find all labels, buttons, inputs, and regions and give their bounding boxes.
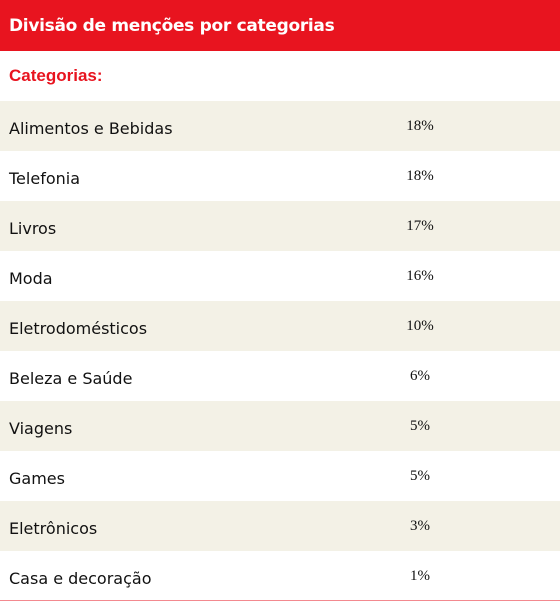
category-name: Games — [9, 468, 65, 488]
category-name: Eletrodomésticos — [9, 318, 148, 338]
table-row: Eletrônicos 3% — [0, 501, 560, 551]
table-row: Eletrodomésticos 10% — [0, 301, 560, 351]
table-row: Games 5% — [0, 451, 560, 501]
category-percentage: 5% — [410, 417, 430, 434]
table-body: Alimentos e Bebidas 18% Telefonia 18% Li… — [0, 101, 560, 601]
table-row: Alimentos e Bebidas 18% — [0, 101, 560, 151]
categories-subheader: Categorias: — [0, 51, 560, 101]
category-percentage: 1% — [410, 567, 430, 584]
category-percentage: 6% — [410, 367, 430, 384]
table-row: Casa e decoração 1% — [0, 551, 560, 601]
table-row: Beleza e Saúde 6% — [0, 351, 560, 401]
category-name: Viagens — [9, 418, 73, 438]
category-name: Eletrônicos — [9, 518, 98, 538]
table-row: Telefonia 18% — [0, 151, 560, 201]
category-percentage: 5% — [410, 467, 430, 484]
category-percentage: 17% — [406, 217, 434, 234]
table-row: Viagens 5% — [0, 401, 560, 451]
categories-label: Categorias: — [9, 66, 103, 85]
category-percentage: 16% — [406, 267, 434, 284]
table-row: Moda 16% — [0, 251, 560, 301]
table-header: Divisão de menções por categorias — [0, 0, 560, 51]
table-title: Divisão de menções por categorias — [9, 15, 335, 36]
category-percentage: 18% — [406, 167, 434, 184]
category-name: Casa e decoração — [9, 568, 152, 588]
category-name: Moda — [9, 268, 53, 288]
category-percentage: 18% — [406, 117, 434, 134]
category-percentage: 3% — [410, 517, 430, 534]
category-name: Beleza e Saúde — [9, 368, 133, 388]
category-name: Alimentos e Bebidas — [9, 118, 173, 138]
category-percentage: 10% — [406, 317, 434, 334]
category-name: Livros — [9, 218, 57, 238]
table-row: Livros 17% — [0, 201, 560, 251]
category-name: Telefonia — [9, 168, 80, 188]
